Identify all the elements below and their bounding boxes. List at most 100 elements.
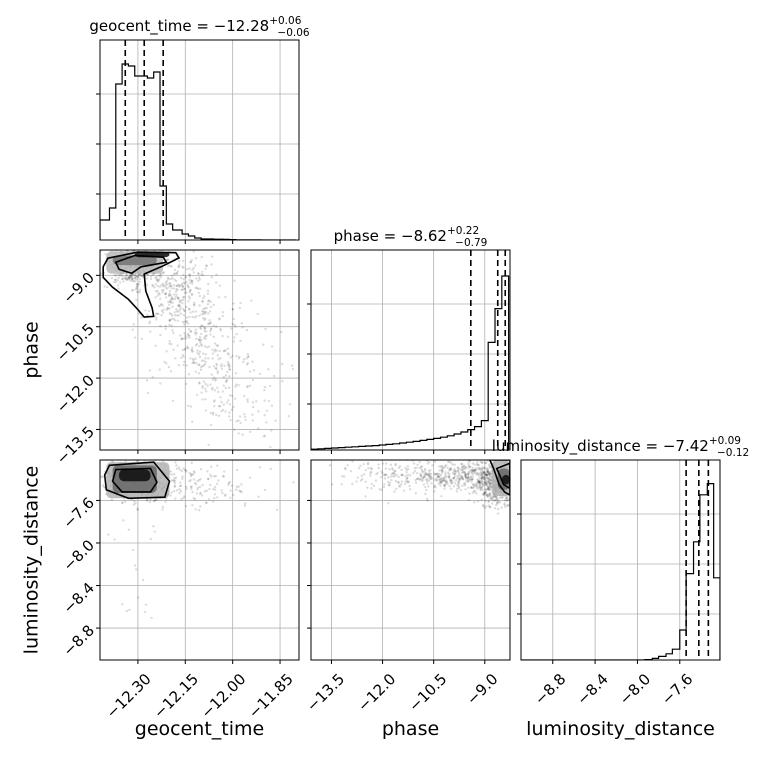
sample-point bbox=[478, 484, 482, 487]
sample-point bbox=[473, 468, 476, 472]
sample-point bbox=[194, 310, 198, 313]
sample-point bbox=[478, 467, 482, 470]
sample-point bbox=[175, 314, 179, 317]
sample-point bbox=[178, 259, 181, 263]
sample-point bbox=[467, 477, 470, 480]
sample-point bbox=[381, 472, 384, 475]
sample-point bbox=[257, 410, 260, 413]
sample-point bbox=[496, 502, 499, 505]
sample-point bbox=[172, 284, 176, 287]
sample-point bbox=[225, 401, 229, 404]
sample-point bbox=[149, 277, 153, 281]
sample-point bbox=[424, 478, 428, 481]
sample-point bbox=[200, 273, 203, 276]
sample-point bbox=[454, 470, 458, 473]
sample-point bbox=[248, 370, 252, 373]
sample-point bbox=[189, 329, 193, 333]
sample-point bbox=[484, 461, 488, 465]
sample-point bbox=[173, 314, 177, 317]
sample-point bbox=[214, 281, 218, 284]
sample-point bbox=[438, 478, 441, 481]
title-luminosity_distance: luminosity_distance = −7.42+0.09 −0.12 bbox=[492, 435, 749, 459]
sample-point bbox=[228, 374, 231, 378]
sample-point bbox=[243, 504, 247, 507]
sample-point bbox=[489, 492, 492, 496]
sample-point bbox=[433, 460, 437, 463]
sample-point bbox=[486, 476, 489, 479]
sample-point bbox=[471, 477, 474, 481]
sample-point bbox=[545, 467, 547, 469]
sample-point bbox=[204, 397, 207, 401]
sample-point bbox=[421, 476, 425, 479]
sample-point bbox=[186, 332, 189, 336]
sample-point bbox=[457, 485, 461, 488]
sample-point bbox=[179, 306, 182, 310]
sample-point bbox=[480, 472, 484, 475]
sample-point bbox=[168, 292, 171, 296]
sample-point bbox=[487, 471, 490, 474]
sample-point bbox=[183, 291, 187, 294]
sample-point bbox=[166, 258, 169, 262]
sample-point bbox=[467, 475, 470, 478]
sample-point bbox=[476, 461, 479, 464]
sample-point bbox=[488, 505, 492, 509]
sample-point bbox=[216, 464, 219, 467]
sample-point bbox=[377, 466, 380, 470]
sample-point bbox=[203, 329, 206, 333]
sample-point bbox=[393, 469, 396, 472]
sample-point bbox=[418, 466, 421, 470]
sample-point bbox=[138, 277, 142, 281]
sample-point bbox=[378, 488, 381, 491]
title-plus: +0.09 bbox=[709, 435, 741, 447]
sample-point bbox=[160, 272, 163, 275]
sample-point bbox=[227, 363, 231, 366]
sample-point bbox=[468, 492, 471, 495]
sample-point bbox=[170, 274, 174, 278]
sample-point bbox=[488, 481, 492, 485]
sample-point bbox=[163, 360, 166, 364]
sample-point bbox=[474, 469, 478, 472]
sample-point bbox=[132, 548, 135, 552]
sample-point bbox=[503, 503, 506, 506]
sample-point bbox=[192, 359, 195, 362]
sample-point bbox=[143, 454, 145, 456]
sample-point bbox=[460, 462, 463, 465]
sample-point bbox=[477, 480, 480, 483]
sample-point bbox=[521, 484, 523, 486]
sample-point bbox=[179, 484, 183, 487]
sample-point bbox=[442, 477, 445, 480]
sample-point bbox=[176, 344, 179, 347]
sample-point bbox=[422, 483, 426, 486]
sample-point bbox=[153, 499, 156, 503]
y-tick-label: −12.0 bbox=[53, 371, 98, 416]
sample-point bbox=[130, 275, 133, 278]
sample-point bbox=[482, 466, 486, 470]
sample-point bbox=[275, 508, 279, 512]
sample-point bbox=[221, 311, 225, 314]
sample-point bbox=[231, 307, 234, 311]
sample-point bbox=[211, 413, 215, 416]
sample-point bbox=[477, 481, 480, 485]
sample-point bbox=[226, 347, 230, 350]
sample-point bbox=[493, 499, 496, 502]
sample-point bbox=[192, 361, 196, 365]
sample-point bbox=[171, 479, 175, 482]
sample-point bbox=[171, 399, 175, 403]
sample-point bbox=[456, 469, 460, 472]
sample-point bbox=[211, 386, 214, 390]
sample-point bbox=[511, 472, 513, 474]
sample-point bbox=[182, 467, 185, 470]
sample-point bbox=[454, 482, 457, 485]
sample-point bbox=[231, 354, 234, 357]
sample-point bbox=[224, 295, 227, 299]
sample-point bbox=[170, 296, 174, 299]
sample-point bbox=[131, 273, 134, 277]
sample-point bbox=[102, 485, 106, 489]
sample-point bbox=[117, 457, 119, 459]
sample-point bbox=[207, 282, 210, 286]
sample-point bbox=[482, 471, 486, 474]
sample-point bbox=[158, 278, 161, 281]
sample-point bbox=[214, 379, 217, 382]
sample-point bbox=[381, 462, 385, 465]
sample-point bbox=[475, 467, 478, 470]
